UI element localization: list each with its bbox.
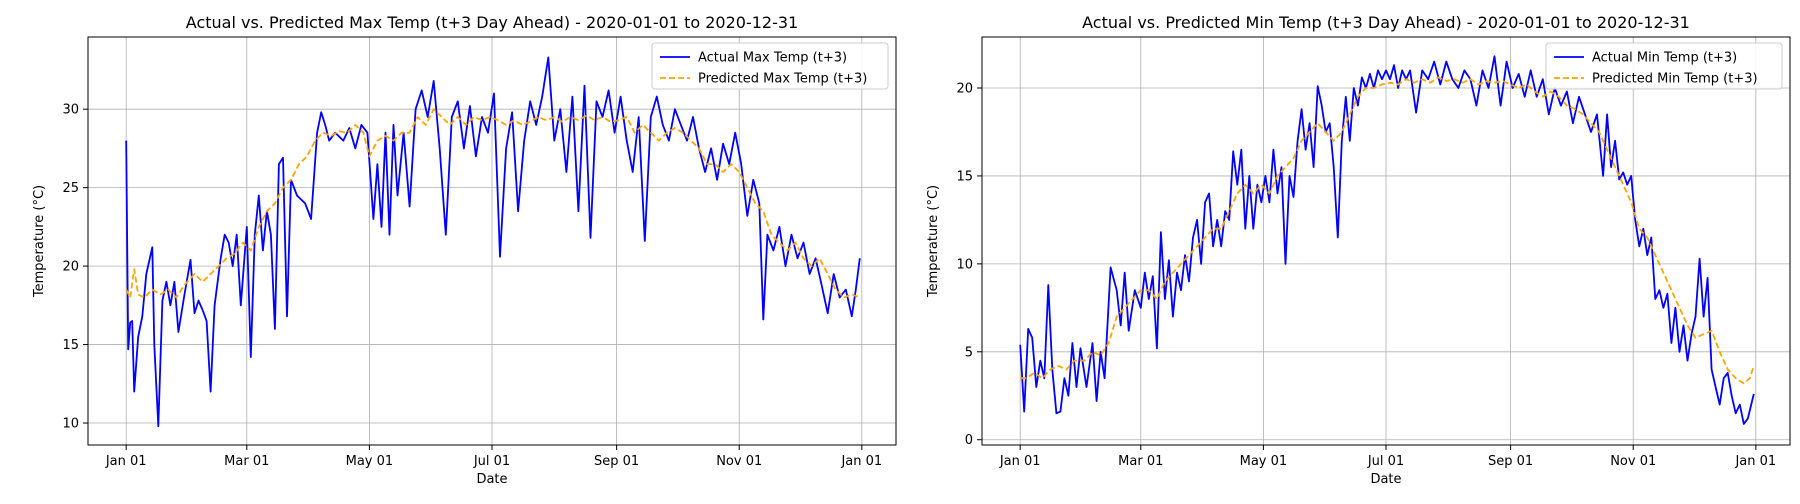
chart-title: Actual vs. Predicted Min Temp (t+3 Day A…: [1082, 13, 1690, 32]
series-line-predicted: [1020, 76, 1755, 385]
legend: Actual Max Temp (t+3) Predicted Max Temp …: [651, 42, 889, 90]
y-tick-label: 10: [956, 257, 973, 272]
y-tick-label: 15: [62, 338, 79, 353]
legend-label: Predicted Max Temp (t+3): [698, 72, 867, 87]
x-tick-label: Sep 01: [1488, 454, 1533, 469]
x-tick-label: Jul 01: [1367, 454, 1404, 469]
x-tick-label: Jan 01: [105, 454, 147, 469]
y-tick-label: 20: [62, 260, 79, 275]
x-tick-label: Nov 01: [716, 454, 762, 469]
y-tick-label: 25: [62, 181, 79, 196]
y-tick-label: 10: [62, 417, 79, 432]
chart-panel-2: Jan 01 Mar 01 May 01 Jul 01 Sep 01 Nov 01 Jan …: [926, 13, 1791, 487]
x-tick-label: May 01: [1240, 454, 1288, 469]
y-axis-label: Temperature (°C): [32, 185, 47, 298]
x-tick-label: Jan 01: [1734, 454, 1776, 469]
legend: Actual Min Temp (t+3) Predicted Min Temp …: [1545, 42, 1783, 90]
x-tick-label: Jan 01: [999, 454, 1041, 469]
x-tick-label: Sep 01: [594, 454, 639, 469]
legend-box: [651, 42, 889, 90]
y-axis-label: Temperature (°C): [926, 185, 941, 298]
chart-panel-1: Jan 01 Mar 01 May 01 Jul 01 Sep 01 Nov 01 Jan …: [32, 13, 897, 487]
legend-label: Actual Min Temp (t+3): [1592, 51, 1737, 66]
x-tick-label: Jul 01: [473, 454, 510, 469]
y-tick-label: 0: [965, 433, 973, 448]
y-tick-label: 30: [62, 103, 79, 118]
legend-label: Predicted Min Temp (t+3): [1592, 72, 1758, 87]
series-line-predicted: [125, 108, 861, 299]
y-tick-label: 15: [956, 169, 973, 184]
x-tick-label: Mar 01: [1118, 454, 1163, 469]
x-axis-label: Date: [1370, 472, 1401, 487]
legend-label: Actual Max Temp (t+3): [698, 51, 847, 66]
y-tick-label: 20: [956, 82, 973, 97]
x-tick-label: Mar 01: [224, 454, 269, 469]
x-axis-label: Date: [476, 472, 507, 487]
series-line-actual: [125, 56, 861, 428]
y-tick-label: 5: [965, 345, 973, 360]
x-tick-label: Nov 01: [1610, 454, 1656, 469]
x-tick-label: May 01: [346, 454, 394, 469]
legend-box: [1545, 42, 1783, 90]
chart-title: Actual vs. Predicted Max Temp (t+3 Day A…: [186, 13, 798, 32]
x-tick-label: Jan 01: [840, 454, 882, 469]
